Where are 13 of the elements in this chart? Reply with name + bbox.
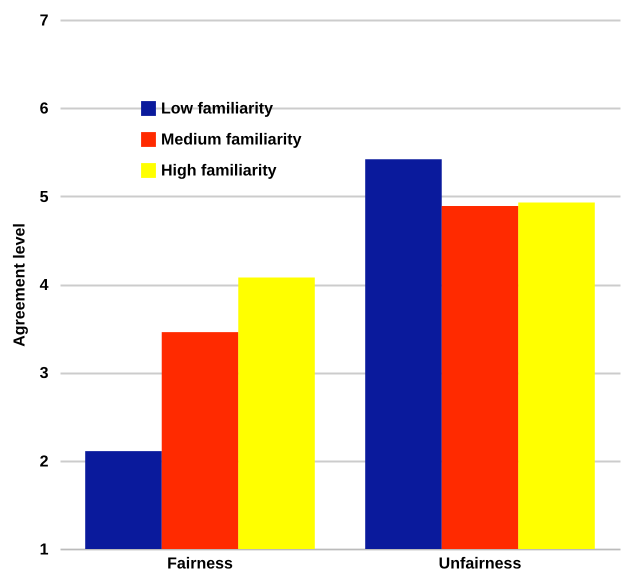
x-tick-label: Fairness [167, 556, 234, 572]
y-tick-label: 7 [40, 12, 49, 30]
y-tick-label: 6 [40, 100, 49, 118]
x-tick-label: Unfairness [438, 556, 522, 572]
legend-label: Low familiarity [161, 100, 274, 118]
y-axis-title: Agreement level [12, 223, 29, 347]
legend-label: High familiarity [161, 162, 277, 180]
y-tick-label: 4 [40, 277, 49, 294]
legend-label: Medium familiarity [161, 132, 302, 148]
y-tick-label: 2 [40, 453, 49, 470]
y-tick-label: 3 [40, 365, 49, 382]
y-tick-label: 5 [40, 188, 49, 206]
y-tick-label: 1 [40, 542, 49, 558]
